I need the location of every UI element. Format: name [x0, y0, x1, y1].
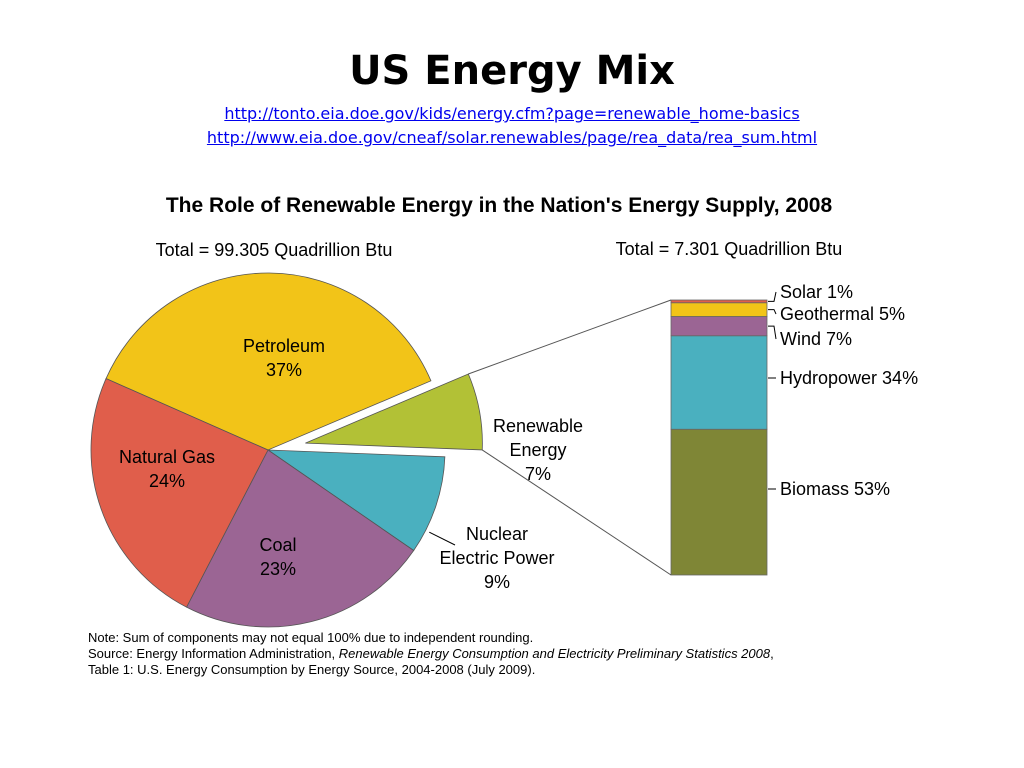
source-link-1[interactable]: http://tonto.eia.doe.gov/kids/energy.cfm… [224, 104, 800, 123]
zoom-line-bottom [481, 449, 672, 576]
pie-total-label: Total = 99.305 Quadrillion Btu [156, 240, 393, 260]
stack-segment-biomass [670, 428, 768, 576]
stack-leader-solar [768, 291, 777, 302]
stack-label-biomass: Biomass 53% [780, 479, 890, 499]
pie-slice-coal [186, 449, 415, 628]
pie-label-petroleum: Petroleum 37% [243, 336, 325, 380]
pie-slice-natural-gas [90, 378, 269, 608]
stack-label-geothermal: Geothermal 5% [780, 304, 905, 324]
pie-label-natural-gas: Natural Gas 24% [119, 447, 215, 491]
slide-title: US Energy Mix [349, 48, 675, 94]
pie-leader-nuclear-electric-power [429, 531, 456, 546]
chart-notes: Note: Sum of components may not equal 10… [88, 630, 774, 678]
stacked-bar-chart: Biomass 53% Hydropower 34% Wind 7% Geotherm… [468, 282, 918, 576]
stack-segment-solar [670, 299, 768, 304]
pie-slice-petroleum [105, 272, 432, 451]
stack-label-wind: Wind 7% [780, 329, 852, 349]
note-line-3: Table 1: U.S. Energy Consumption by Ener… [88, 662, 536, 677]
stack-segment-wind [670, 316, 768, 337]
zoom-line-top [468, 299, 672, 375]
stack-leader-wind [768, 325, 777, 340]
stack-label-solar: Solar 1% [780, 282, 853, 302]
stack-label-hydropower: Hydropower 34% [780, 368, 918, 388]
pie-label-renewable-energy: Renewable Energy 7% [493, 416, 583, 484]
note-line-1: Note: Sum of components may not equal 10… [88, 630, 534, 645]
pie-label-nuclear-electric-power: Nuclear Electric Power 9% [439, 524, 554, 592]
pie-label-coal: Coal 23% [259, 535, 296, 579]
note-line-2: Source: Energy Information Administratio… [88, 646, 774, 661]
chart-title: The Role of Renewable Energy in the Nati… [166, 194, 833, 217]
source-link-2[interactable]: http://www.eia.doe.gov/cneaf/solar.renew… [206, 128, 818, 147]
pie-chart: Petroleum 37% Renewable Energy 7% Nuclear Elec… [90, 272, 583, 628]
pie-slice-nuclear-electric-power [266, 449, 446, 552]
stack-total-label: Total = 7.301 Quadrillion Btu [616, 239, 843, 259]
stack-leader-geothermal [768, 309, 777, 315]
stack-segment-geothermal [670, 302, 768, 317]
stack-segment-hydropower [670, 335, 768, 430]
